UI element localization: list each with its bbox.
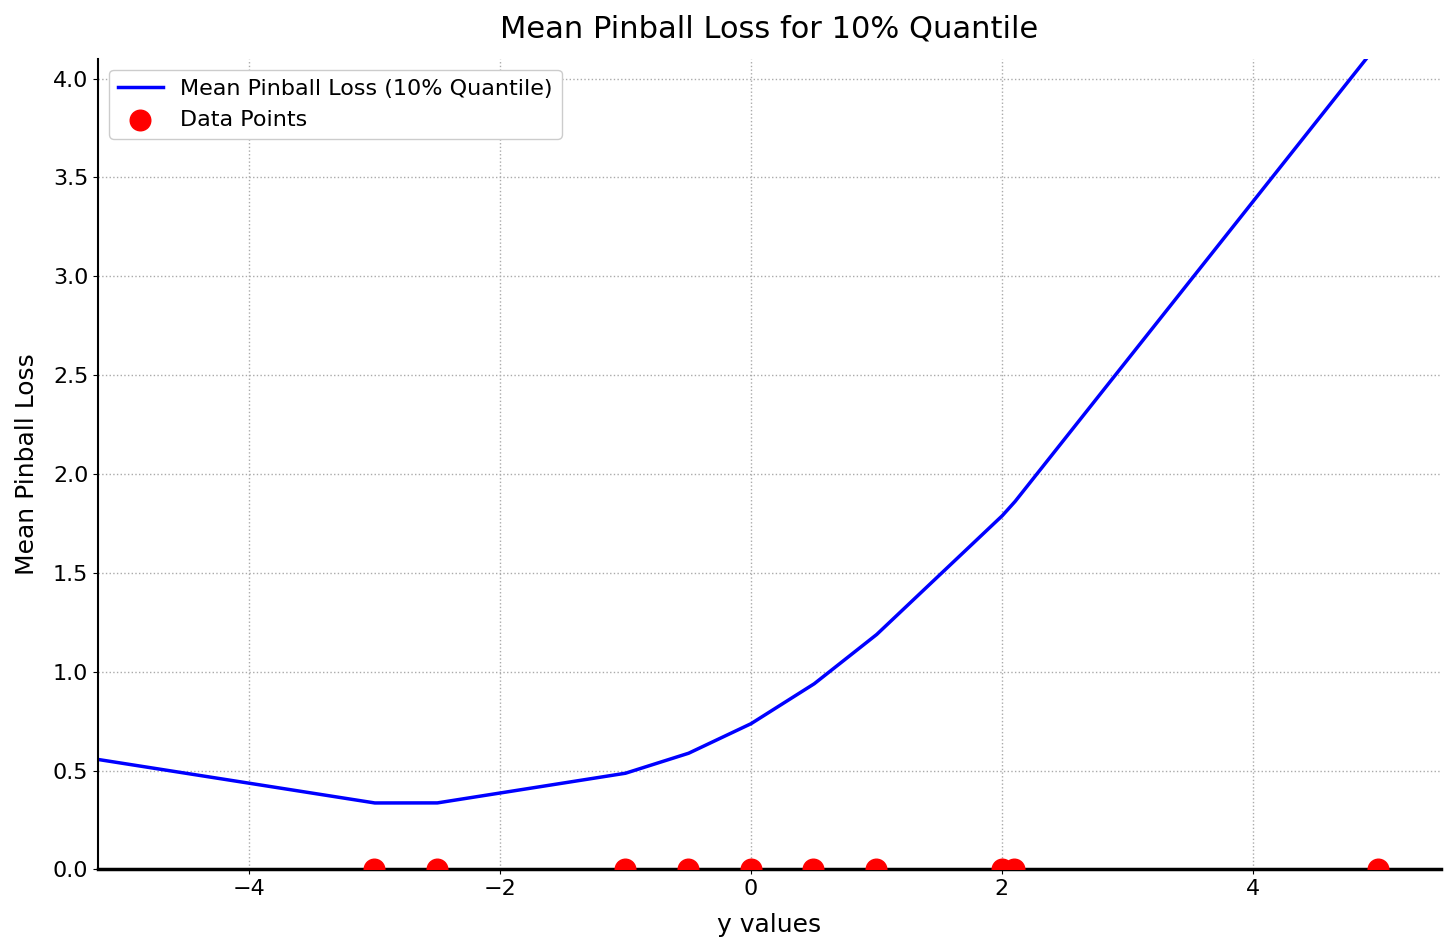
Data Points	[677, 862, 700, 877]
Data Points	[740, 862, 763, 877]
Data Points	[363, 862, 386, 877]
Title: Mean Pinball Loss for 10% Quantile: Mean Pinball Loss for 10% Quantile	[501, 15, 1038, 44]
Line: Mean Pinball Loss (10% Quantile): Mean Pinball Loss (10% Quantile)	[98, 0, 1441, 803]
Mean Pinball Loss (10% Quantile)	[743, 718, 760, 729]
Mean Pinball Loss (10% Quantile)	[1393, 5, 1411, 16]
Legend: Mean Pinball Loss (10% Quantile), Data Points: Mean Pinball Loss (10% Quantile), Data P…	[109, 69, 562, 139]
Mean Pinball Loss (10% Quantile)	[1147, 318, 1165, 329]
Mean Pinball Loss (10% Quantile)	[367, 797, 384, 808]
Data Points	[1367, 862, 1390, 877]
Data Points	[1003, 862, 1026, 877]
Mean Pinball Loss (10% Quantile)	[157, 764, 175, 776]
Data Points	[425, 862, 448, 877]
Y-axis label: Mean Pinball Loss: Mean Pinball Loss	[15, 353, 39, 575]
Mean Pinball Loss (10% Quantile)	[1393, 4, 1411, 15]
Mean Pinball Loss (10% Quantile)	[89, 754, 106, 765]
Data Points	[990, 862, 1013, 877]
X-axis label: y values: y values	[718, 913, 821, 937]
Mean Pinball Loss (10% Quantile)	[708, 735, 725, 746]
Data Points	[865, 862, 888, 877]
Data Points	[613, 862, 636, 877]
Data Points	[802, 862, 826, 877]
